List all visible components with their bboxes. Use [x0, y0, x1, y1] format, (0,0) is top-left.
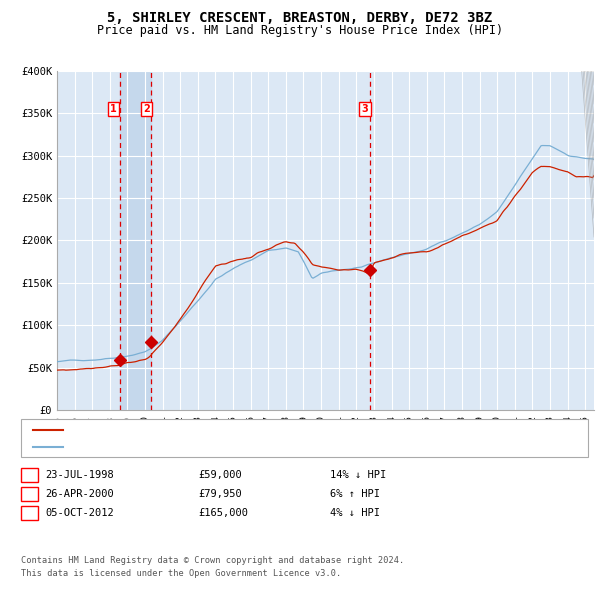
Text: 5, SHIRLEY CRESCENT, BREASTON, DERBY, DE72 3BZ (detached house): 5, SHIRLEY CRESCENT, BREASTON, DERBY, DE…	[69, 425, 447, 435]
Text: HPI: Average price, detached house, Erewash: HPI: Average price, detached house, Erew…	[69, 441, 327, 451]
Text: £79,950: £79,950	[198, 489, 242, 499]
Text: 6% ↑ HPI: 6% ↑ HPI	[330, 489, 380, 499]
Text: £165,000: £165,000	[198, 509, 248, 518]
Text: Contains HM Land Registry data © Crown copyright and database right 2024.: Contains HM Land Registry data © Crown c…	[21, 556, 404, 565]
Text: This data is licensed under the Open Government Licence v3.0.: This data is licensed under the Open Gov…	[21, 569, 341, 578]
Bar	[119, 71, 151, 410]
Text: 26-APR-2000: 26-APR-2000	[45, 489, 114, 499]
Text: 4% ↓ HPI: 4% ↓ HPI	[330, 509, 380, 518]
Text: 14% ↓ HPI: 14% ↓ HPI	[330, 470, 386, 480]
Text: 05-OCT-2012: 05-OCT-2012	[45, 509, 114, 518]
Text: £59,000: £59,000	[198, 470, 242, 480]
Text: Price paid vs. HM Land Registry's House Price Index (HPI): Price paid vs. HM Land Registry's House …	[97, 24, 503, 37]
Text: 5, SHIRLEY CRESCENT, BREASTON, DERBY, DE72 3BZ: 5, SHIRLEY CRESCENT, BREASTON, DERBY, DE…	[107, 11, 493, 25]
Text: 1: 1	[110, 104, 117, 114]
Text: 2: 2	[26, 489, 32, 499]
Text: 2: 2	[143, 104, 150, 114]
Text: 1: 1	[26, 470, 32, 480]
Text: 3: 3	[26, 509, 32, 518]
Text: 23-JUL-1998: 23-JUL-1998	[45, 470, 114, 480]
Text: 3: 3	[362, 104, 368, 114]
